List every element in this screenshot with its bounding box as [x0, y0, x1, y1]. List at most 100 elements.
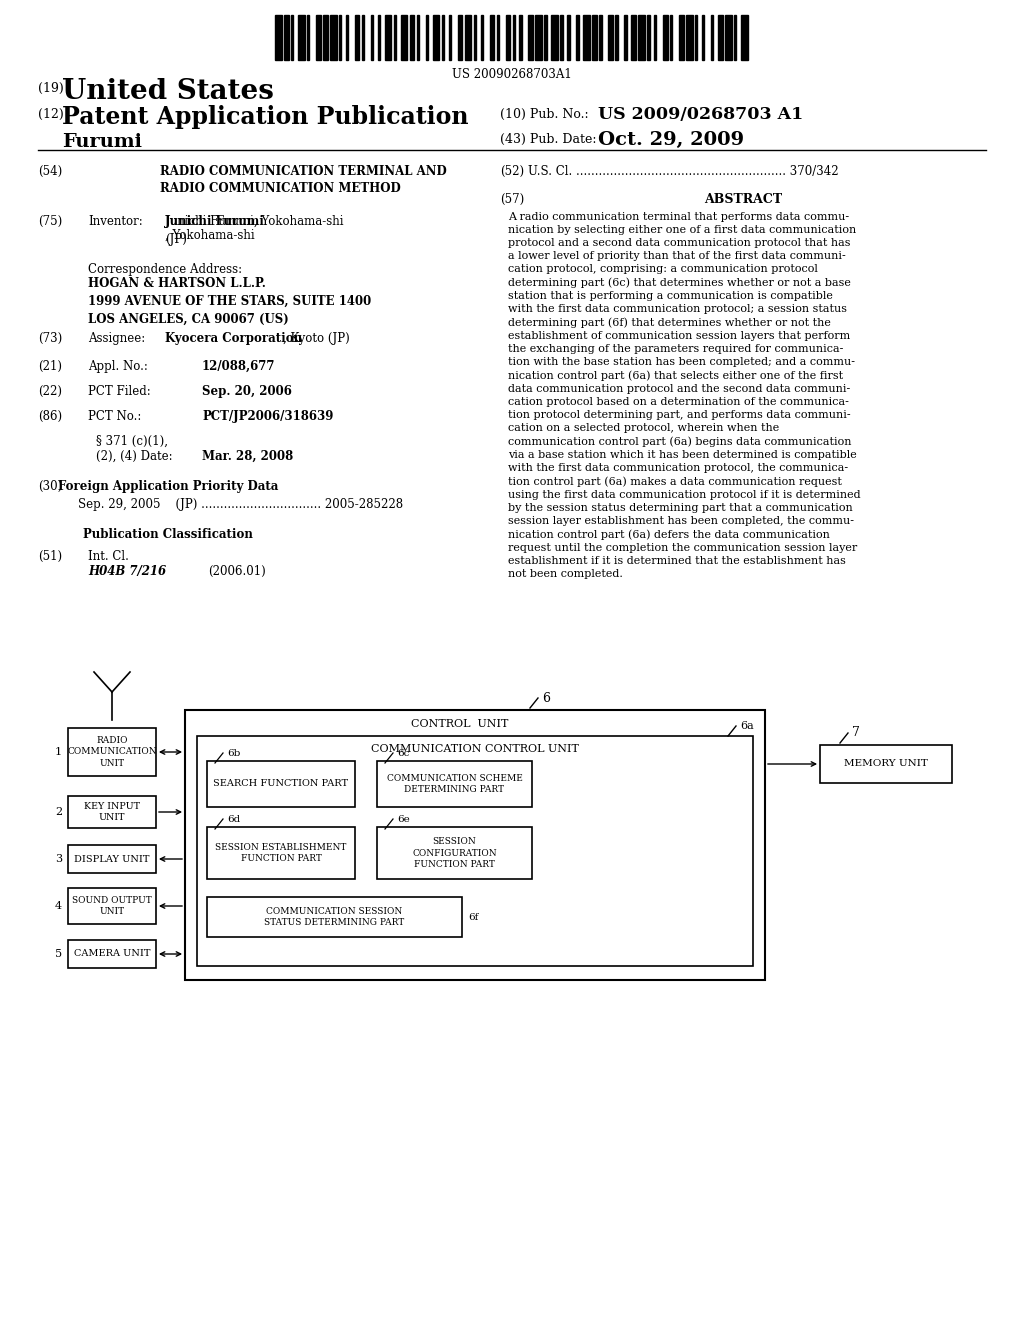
Bar [519, 15, 521, 59]
Text: 3: 3 [55, 854, 62, 865]
Text: A radio communication terminal that performs data commu-
nication by selecting e: A radio communication terminal that perf… [508, 213, 860, 578]
Text: , Yokohama-shi: , Yokohama-shi [165, 228, 255, 242]
Bar [385, 15, 391, 59]
Bar [480, 15, 482, 59]
Bar [567, 15, 569, 59]
Text: Patent Application Publication: Patent Application Publication [62, 106, 469, 129]
Text: 12/088,677: 12/088,677 [202, 360, 275, 374]
Bar [560, 15, 563, 59]
Bar [474, 15, 476, 59]
Text: 6c: 6c [397, 748, 410, 758]
Bar [330, 15, 337, 59]
Bar [670, 15, 673, 59]
Text: (19): (19) [38, 82, 63, 95]
Bar [361, 15, 365, 59]
Text: Sep. 20, 2006: Sep. 20, 2006 [202, 385, 292, 399]
Text: Sep. 29, 2005    (JP) ................................ 2005-285228: Sep. 29, 2005 (JP) .....................… [78, 498, 403, 511]
Text: 7: 7 [852, 726, 860, 739]
Text: 6b: 6b [227, 748, 241, 758]
Bar [734, 15, 736, 59]
Text: (54): (54) [38, 165, 62, 178]
Bar [545, 15, 547, 59]
Bar [506, 15, 510, 59]
Text: 6: 6 [542, 692, 550, 705]
Text: (21): (21) [38, 360, 62, 374]
Text: DISPLAY UNIT: DISPLAY UNIT [75, 854, 150, 863]
Text: COMMUNICATION CONTROL UNIT: COMMUNICATION CONTROL UNIT [371, 744, 579, 754]
Bar [275, 15, 282, 59]
Bar [207, 898, 462, 937]
Bar [489, 15, 495, 59]
Bar [449, 15, 451, 59]
Text: CAMERA UNIT: CAMERA UNIT [74, 949, 151, 958]
Text: (73): (73) [38, 333, 62, 345]
Bar [536, 15, 542, 59]
Text: 6a: 6a [740, 721, 754, 731]
Bar [377, 762, 532, 807]
Bar [654, 15, 656, 59]
Text: Oct. 29, 2009: Oct. 29, 2009 [598, 131, 744, 149]
Text: SOUND OUTPUT
UNIT: SOUND OUTPUT UNIT [72, 896, 152, 916]
Bar [68, 729, 156, 776]
Text: (2006.01): (2006.01) [208, 565, 266, 578]
Text: 2: 2 [55, 807, 62, 817]
Bar [207, 762, 355, 807]
Bar [551, 15, 558, 59]
Bar [615, 15, 617, 59]
Text: (52): (52) [500, 165, 524, 178]
Bar [298, 15, 305, 59]
Bar [284, 15, 289, 59]
Bar [417, 15, 419, 59]
Text: 6d: 6d [227, 814, 241, 824]
Bar [584, 15, 590, 59]
Bar [608, 15, 613, 59]
Bar [378, 15, 380, 59]
Bar [465, 15, 471, 59]
Text: HOGAN & HARTSON L.L.P.
1999 AVENUE OF THE STARS, SUITE 1400
LOS ANGELES, CA 9006: HOGAN & HARTSON L.L.P. 1999 AVENUE OF TH… [88, 277, 372, 326]
Text: Inventor:: Inventor: [88, 215, 142, 228]
Text: COMMUNICATION SESSION
STATUS DETERMINING PART: COMMUNICATION SESSION STATUS DETERMINING… [264, 907, 404, 927]
Bar [323, 15, 328, 59]
Text: SESSION
CONFIGURATION
FUNCTION PART: SESSION CONFIGURATION FUNCTION PART [413, 837, 497, 869]
Bar [377, 828, 532, 879]
Text: , Kyoto (JP): , Kyoto (JP) [283, 333, 350, 345]
Bar [647, 15, 649, 59]
Bar [725, 15, 732, 59]
Text: Junichi Furumi: Junichi Furumi [165, 215, 265, 228]
Text: SESSION ESTABLISHMENT
FUNCTION PART: SESSION ESTABLISHMENT FUNCTION PART [215, 843, 347, 863]
Text: (57): (57) [500, 193, 524, 206]
Text: ABSTRACT: ABSTRACT [703, 193, 782, 206]
Text: (86): (86) [38, 411, 62, 422]
Bar [68, 940, 156, 968]
Bar [631, 15, 636, 59]
Bar [426, 15, 428, 59]
Bar [371, 15, 373, 59]
Text: SEARCH FUNCTION PART: SEARCH FUNCTION PART [213, 780, 348, 788]
Bar [458, 15, 462, 59]
Text: § 371 (c)(1),: § 371 (c)(1), [96, 436, 168, 447]
Text: US 20090268703A1: US 20090268703A1 [453, 69, 571, 81]
Text: 5: 5 [55, 949, 62, 960]
Text: (51): (51) [38, 550, 62, 564]
Text: PCT Filed:: PCT Filed: [88, 385, 151, 399]
Text: 1: 1 [55, 747, 62, 756]
Text: (43) Pub. Date:: (43) Pub. Date: [500, 133, 597, 147]
Bar [820, 744, 952, 783]
Text: PCT No.:: PCT No.: [88, 411, 141, 422]
Text: PCT/JP2006/318639: PCT/JP2006/318639 [202, 411, 334, 422]
Text: Furumi: Furumi [62, 133, 142, 150]
Text: Publication Classification: Publication Classification [83, 528, 253, 541]
Text: COMMUNICATION SCHEME
DETERMINING PART: COMMUNICATION SCHEME DETERMINING PART [387, 774, 522, 795]
Bar [695, 15, 697, 59]
Text: Foreign Application Priority Data: Foreign Application Priority Data [57, 480, 279, 492]
Bar [702, 15, 705, 59]
Bar [664, 15, 668, 59]
Bar [497, 15, 499, 59]
Text: Junichi Furumi, Yokohama-shi
(JP): Junichi Furumi, Yokohama-shi (JP) [165, 215, 343, 246]
Bar [307, 15, 309, 59]
Bar [577, 15, 579, 59]
Bar [68, 845, 156, 873]
Bar [197, 737, 753, 966]
Bar [712, 15, 714, 59]
Bar [741, 15, 748, 59]
